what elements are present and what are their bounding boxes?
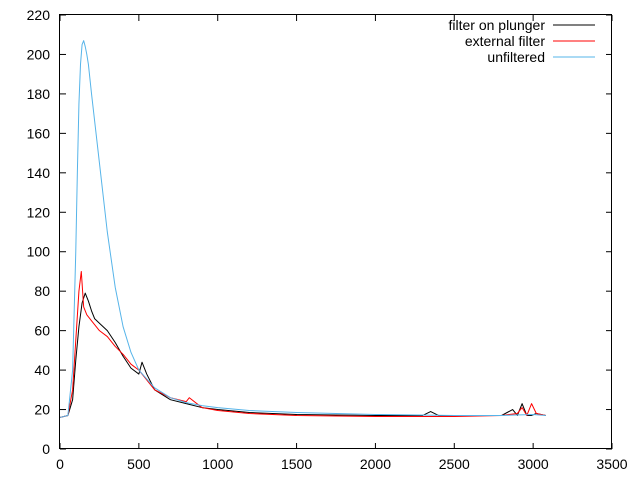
y-axis: 0 20 40 60 80 100 120 140 160 180 200 220 xyxy=(27,7,612,457)
y-tick-label: 100 xyxy=(27,244,51,260)
x-tick-label: 2000 xyxy=(360,456,391,472)
y-tick-label: 20 xyxy=(34,402,50,418)
y-tick-label: 120 xyxy=(27,204,51,220)
series-line-1 xyxy=(59,292,546,418)
y-tick-label: 40 xyxy=(34,362,50,378)
y-tick-label: 60 xyxy=(34,323,50,339)
x-tick-label: 0 xyxy=(56,456,64,472)
y-tick-label: 180 xyxy=(27,86,51,102)
series-line-2 xyxy=(59,270,546,418)
legend-label: external filter xyxy=(465,33,545,49)
y-tick-label: 80 xyxy=(34,283,50,299)
plot-frame xyxy=(59,14,612,449)
series-line-3 xyxy=(59,40,546,418)
x-tick-label: 500 xyxy=(127,456,151,472)
legend-label: unfiltered xyxy=(487,49,545,65)
y-tick-label: 140 xyxy=(27,165,51,181)
x-tick-label: 2500 xyxy=(439,456,470,472)
x-tick-label: 1000 xyxy=(202,456,233,472)
x-tick-label: 3000 xyxy=(518,456,549,472)
legend-label: filter on plunger xyxy=(448,17,545,33)
x-tick-label: 1500 xyxy=(281,456,312,472)
series-layer xyxy=(59,40,546,418)
y-tick-label: 200 xyxy=(27,46,51,62)
y-tick-label: 0 xyxy=(42,441,50,457)
y-tick-label: 220 xyxy=(27,7,51,23)
y-tick-label: 160 xyxy=(27,125,51,141)
x-tick-label: 3500 xyxy=(596,456,627,472)
x-axis: 0 500 1000 1500 2000 2500 3000 3500 xyxy=(56,15,628,472)
